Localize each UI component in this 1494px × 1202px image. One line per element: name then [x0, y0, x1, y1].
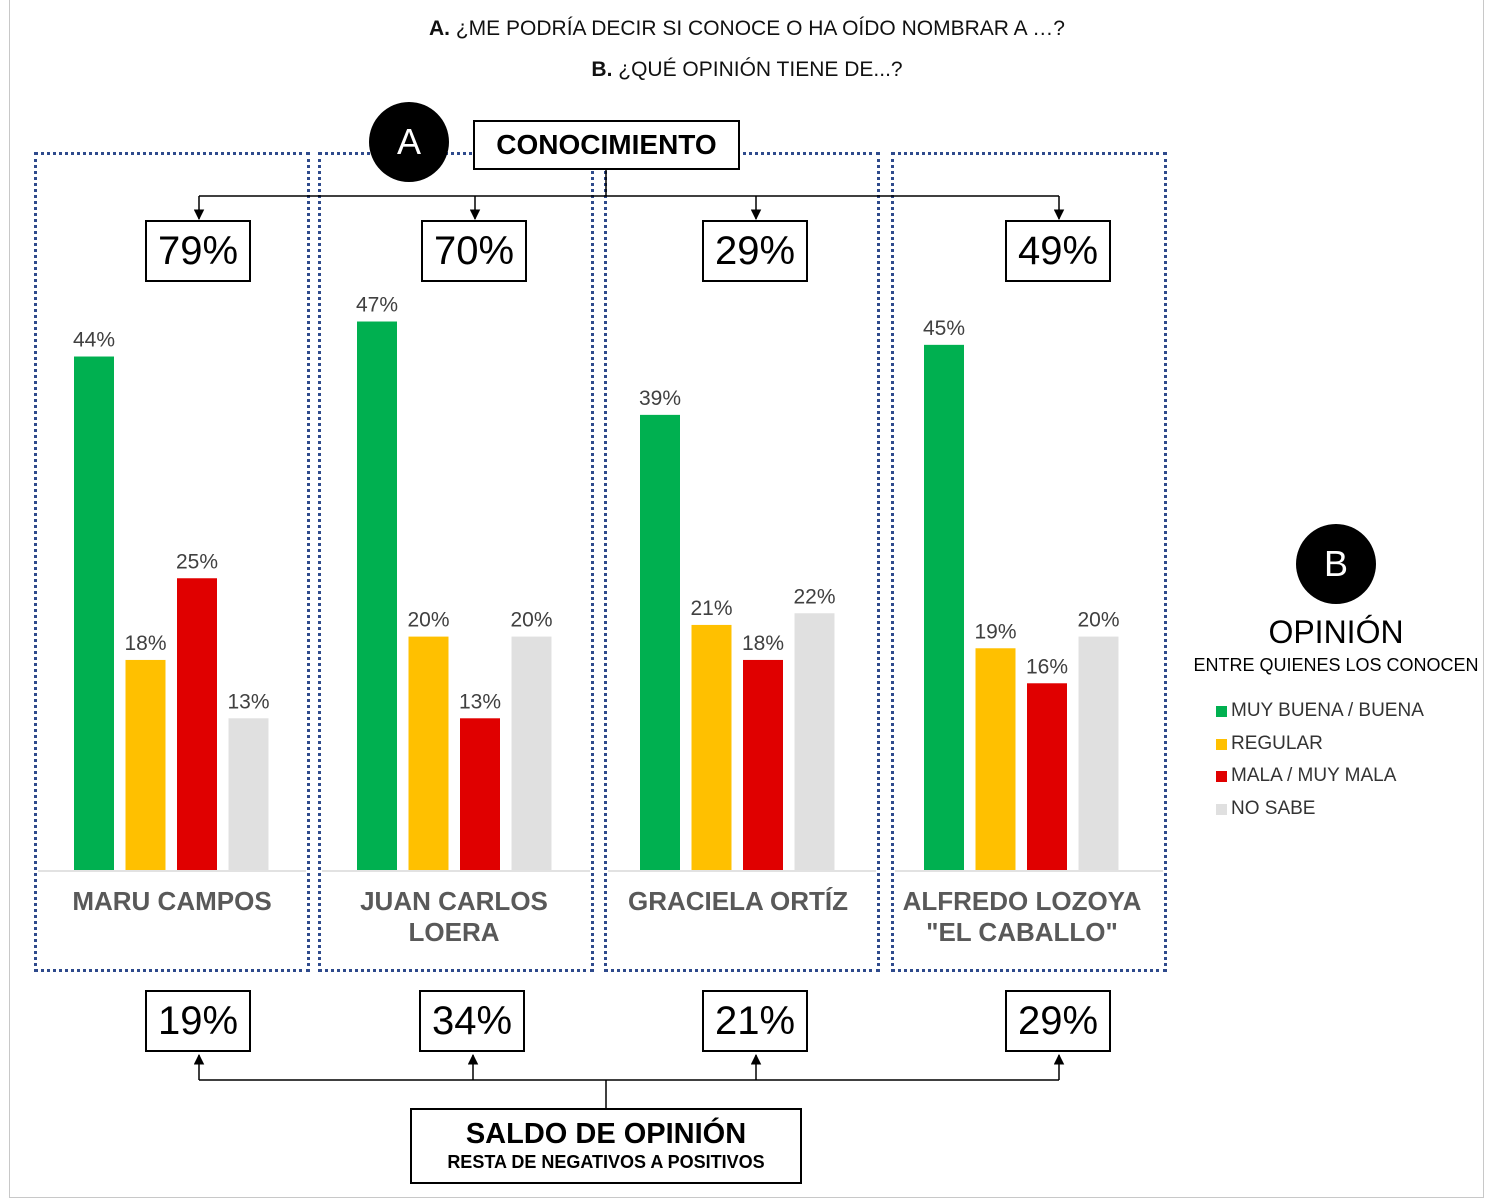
data-label-no-sabe-3: 22%: [793, 585, 835, 608]
candidate-panel-4: [891, 152, 1167, 972]
saldo-value-2: 34%: [419, 990, 525, 1052]
conocimiento-value-1: 79%: [145, 220, 251, 282]
candidate-panel-1: [34, 152, 310, 972]
data-label-regular-2: 20%: [407, 609, 449, 632]
bar-muy-buena-3: [640, 414, 680, 870]
data-label-no-sabe-2: 20%: [510, 609, 552, 632]
bar-no-sabe-4: [1078, 636, 1119, 870]
saldo-label: SALDO DE OPINIÓN RESTA DE NEGATIVOS A PO…: [410, 1108, 802, 1184]
conocimiento-value-2: 70%: [421, 220, 527, 282]
candidate-panel-2: [318, 152, 594, 972]
bar-mala-4: [1027, 683, 1067, 870]
data-label-muy-buena-4: 45%: [923, 317, 965, 340]
legend-swatch: [1216, 738, 1227, 750]
bar-mala-2: [460, 718, 500, 870]
data-label-muy-buena-1: 44%: [73, 329, 115, 352]
badge-b: B: [1296, 524, 1376, 604]
bar-muy-buena-4: [924, 344, 964, 871]
bar-muy-buena-1: [74, 356, 114, 870]
data-label-muy-buena-3: 39%: [639, 387, 681, 410]
legend-swatch: [1216, 803, 1227, 815]
candidate-name-1: MARU CAMPOS: [72, 886, 272, 916]
data-label-no-sabe-1: 13%: [227, 690, 269, 713]
data-label-regular-1: 18%: [124, 632, 166, 655]
conocimiento-value-3: 29%: [702, 220, 808, 282]
legend-item-no-sabe: NO SABE: [1216, 798, 1315, 820]
saldo-title: SALDO DE OPINIÓN: [465, 1118, 747, 1150]
candidate-name-3: GRACIELA ORTÍZ: [627, 886, 849, 916]
legend-swatch: [1216, 770, 1227, 782]
candidate-name-2: JUAN CARLOS LOERA: [360, 886, 548, 947]
saldo-value-4: 29%: [1005, 990, 1111, 1052]
candidate-name-4: ALFREDO LOZOYA "EL CABALLO": [902, 886, 1142, 947]
bar-muy-buena-2: [357, 321, 397, 870]
data-label-muy-buena-2: 47%: [356, 294, 398, 317]
conocimiento-value-4: 49%: [1005, 220, 1111, 282]
bar-mala-1: [177, 578, 217, 870]
question-b: B. ¿QUÉ OPINIÓN TIENE DE...?: [591, 58, 903, 81]
legend-title: OPINIÓN: [1268, 614, 1404, 650]
legend-item-muy-buena: MUY BUENA / BUENA: [1216, 700, 1424, 722]
saldo-value-3: 21%: [702, 990, 808, 1052]
saldo-value-1: 19%: [145, 990, 251, 1052]
legend-item-mala: MALA / MUY MALA: [1216, 765, 1396, 787]
bar-regular-1: [125, 659, 166, 870]
data-label-mala-2: 13%: [459, 690, 501, 713]
legend-item-regular: REGULAR: [1216, 733, 1323, 755]
legend-swatch: [1216, 705, 1227, 717]
candidate-panel-3: [604, 152, 880, 972]
bar-no-sabe-2: [511, 636, 552, 870]
question-a: A. ¿ME PODRÍA DECIR SI CONOCE O HA OÍDO …: [429, 17, 1065, 40]
data-label-mala-4: 16%: [1026, 655, 1068, 678]
data-label-regular-3: 21%: [690, 597, 732, 620]
bar-regular-4: [975, 648, 1016, 870]
data-label-no-sabe-4: 20%: [1077, 609, 1119, 632]
data-label-mala-3: 18%: [742, 632, 784, 655]
bar-regular-2: [408, 636, 449, 870]
bar-regular-3: [691, 624, 732, 870]
data-label-regular-4: 19%: [974, 620, 1016, 643]
data-label-mala-1: 25%: [176, 550, 218, 573]
saldo-subtitle: RESTA DE NEGATIVOS A POSITIVOS: [447, 1152, 765, 1172]
bar-no-sabe-1: [228, 718, 269, 870]
bar-no-sabe-3: [794, 613, 835, 870]
figure-frame: [9, 0, 1484, 1198]
badge-a: A: [369, 102, 449, 182]
legend-subtitle: ENTRE QUIENES LOS CONOCEN: [1193, 655, 1479, 675]
bar-mala-3: [743, 659, 783, 870]
conocimiento-label: CONOCIMIENTO: [473, 120, 740, 170]
